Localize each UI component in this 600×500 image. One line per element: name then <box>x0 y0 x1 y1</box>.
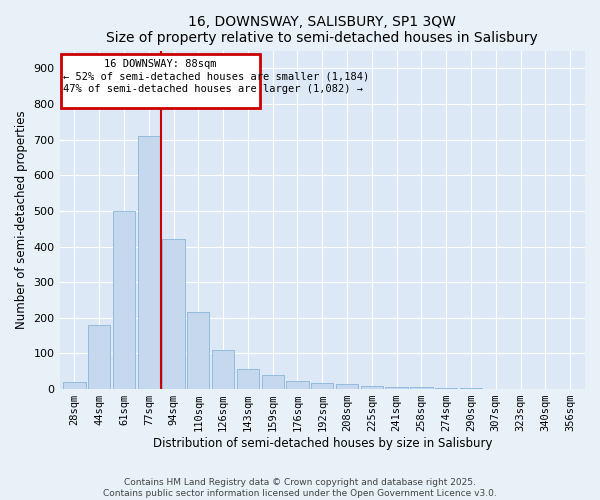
Bar <box>212 350 234 389</box>
Bar <box>63 382 86 389</box>
Bar <box>361 386 383 389</box>
FancyBboxPatch shape <box>61 54 260 108</box>
Bar <box>137 136 160 389</box>
Bar <box>435 388 457 389</box>
Bar <box>410 388 433 389</box>
Bar <box>237 370 259 389</box>
Title: 16, DOWNSWAY, SALISBURY, SP1 3QW
Size of property relative to semi-detached hous: 16, DOWNSWAY, SALISBURY, SP1 3QW Size of… <box>106 15 538 45</box>
Bar <box>88 325 110 389</box>
Bar <box>311 382 334 389</box>
X-axis label: Distribution of semi-detached houses by size in Salisbury: Distribution of semi-detached houses by … <box>152 437 492 450</box>
Bar <box>163 240 185 389</box>
Text: 16 DOWNSWAY: 88sqm: 16 DOWNSWAY: 88sqm <box>104 60 217 70</box>
Bar <box>187 312 209 389</box>
Bar <box>460 388 482 389</box>
Bar <box>385 388 408 389</box>
Text: ← 52% of semi-detached houses are smaller (1,184): ← 52% of semi-detached houses are smalle… <box>63 72 370 82</box>
Text: 47% of semi-detached houses are larger (1,082) →: 47% of semi-detached houses are larger (… <box>63 84 363 94</box>
Y-axis label: Number of semi-detached properties: Number of semi-detached properties <box>15 110 28 329</box>
Bar <box>113 211 135 389</box>
Text: Contains HM Land Registry data © Crown copyright and database right 2025.
Contai: Contains HM Land Registry data © Crown c… <box>103 478 497 498</box>
Bar <box>286 381 308 389</box>
Bar <box>336 384 358 389</box>
Bar <box>262 375 284 389</box>
